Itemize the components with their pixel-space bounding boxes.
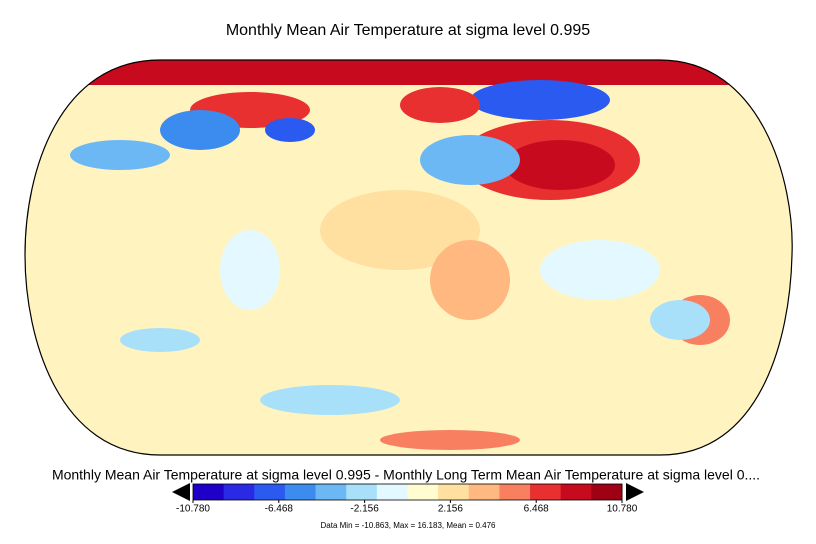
colorbar-swatch	[468, 484, 500, 500]
colorbar-swatch	[223, 484, 255, 500]
stats: Data Min = -10.863, Max = 16.183, Mean =…	[321, 521, 497, 530]
colorbar-swatch	[560, 484, 592, 500]
colorbar-tick-label: -6.468	[265, 504, 294, 515]
colorbar-border	[192, 483, 623, 501]
colorbar-swatch	[376, 484, 408, 500]
colorbar-swatch	[254, 484, 286, 500]
colorbar-swatch	[591, 484, 623, 500]
colorbar-arrow-right	[626, 483, 644, 501]
colorbar-tick-label: 2.156	[438, 504, 463, 515]
colorbar-tick-label: -2.156	[350, 504, 379, 515]
colorbar-swatch	[284, 484, 317, 500]
colorbar-swatch	[407, 484, 439, 500]
subtitle: Monthly Mean Air Temperature at sigma le…	[52, 467, 760, 483]
map-frame	[24, 59, 793, 456]
title: Monthly Mean Air Temperature at sigma le…	[226, 22, 590, 39]
colorbar-tick-label: 10.780	[607, 504, 638, 515]
colorbar-swatch	[193, 484, 225, 500]
colorbar-swatch	[346, 484, 378, 500]
colorbar: -10.780 -6.468 -2.156 2.156 6.468 10.780	[176, 483, 638, 515]
colorbar-swatch	[499, 484, 531, 500]
colorbar-arrow-left	[172, 483, 190, 501]
colorbar-tick-label: -10.780	[176, 504, 210, 515]
colorbar-swatch	[530, 484, 562, 500]
colorbar-swatch	[315, 484, 347, 500]
colorbar-tick-label: 6.468	[524, 504, 549, 515]
map	[25, 60, 793, 455]
colorbar-swatch	[438, 484, 470, 500]
